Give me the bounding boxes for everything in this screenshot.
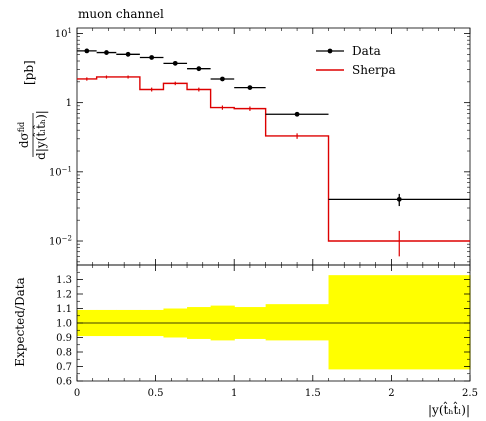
y-tick-label: 10−1 — [49, 165, 72, 178]
ratio-y-tick-label: 0.8 — [56, 348, 72, 359]
legend-data-marker — [327, 48, 333, 54]
x-tick-label: 0.5 — [148, 388, 164, 399]
data-point — [125, 51, 131, 57]
data-point — [172, 60, 178, 66]
ratio-y-tick-label: 0.7 — [56, 362, 72, 373]
ratio-y-tick-label: 1.2 — [56, 290, 72, 301]
x-tick-label: 1 — [231, 388, 237, 399]
x-axis-label: |y(t̂ₕt̂ₗ)| — [428, 400, 470, 417]
x-tick-label: 1.5 — [305, 388, 321, 399]
uncertainty-band-segment — [328, 275, 471, 370]
y-label-denominator: d|y(t̂ₗt̂ₕ)| — [31, 110, 48, 160]
sherpa-histogram-line — [77, 76, 470, 242]
ratio-y-axis-label: Expected/Data — [13, 277, 27, 366]
ratio-panel: 0.6 0.7 0.8 0.9 1.0 1.1 1.2 1.3 0 0.5 1 1.5 2 2.5 — [56, 262, 478, 399]
y-tick-label: 1 — [66, 98, 72, 109]
data-point — [149, 55, 155, 60]
data-point — [84, 48, 90, 54]
data-point — [247, 85, 253, 91]
legend-sherpa-label: Sherpa — [352, 63, 396, 77]
data-point — [104, 50, 109, 55]
y-tick-label: 101 — [55, 27, 72, 40]
uncertainty-band-segment — [265, 304, 330, 341]
y-label-unit: [pb] — [22, 60, 36, 85]
main-frame — [76, 27, 471, 266]
data-point — [220, 76, 225, 82]
x-tick-label: 0 — [74, 388, 80, 399]
legend-data-label: Data — [352, 44, 381, 58]
ratio-y-tick-label: 0.6 — [56, 377, 72, 388]
main-panel: 101 1 10−1 10−2 — [49, 27, 471, 266]
data-point — [196, 66, 202, 72]
ratio-y-tick-label: 1.3 — [56, 275, 72, 286]
main-y-axis-label: dσfid d|y(t̂ₗt̂ₕ)| [pb] — [17, 60, 49, 160]
y-tick-label: 10−2 — [49, 235, 72, 248]
ratio-y-tick-label: 1.0 — [56, 319, 72, 330]
y-label-numerator: dσfid — [17, 122, 32, 148]
data-point — [294, 111, 300, 117]
ratio-y-tick-label: 0.9 — [56, 333, 72, 344]
x-tick-label: 2.5 — [462, 388, 478, 399]
x-tick-label: 2 — [388, 388, 394, 399]
ratio-y-tick-label: 1.1 — [56, 304, 72, 315]
chart-title: muon channel — [78, 7, 164, 21]
legend: Data Sherpa — [316, 44, 396, 77]
data-point — [396, 196, 402, 202]
